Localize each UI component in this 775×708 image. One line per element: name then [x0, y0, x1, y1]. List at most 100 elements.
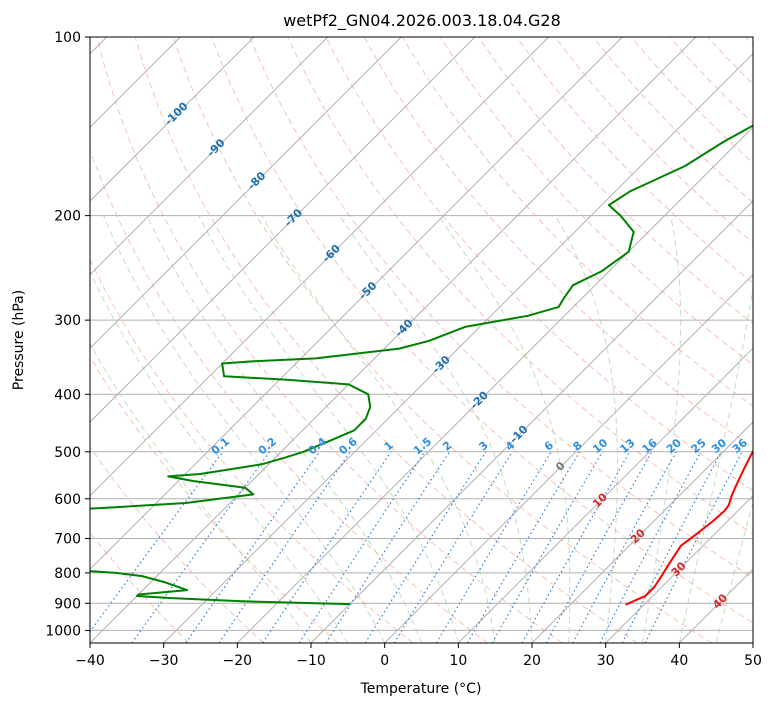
y-tick-label: 900 [54, 596, 81, 612]
dry-adiabat [669, 37, 753, 125]
mixing-ratio-label: 0.4 [306, 435, 330, 458]
dry-adiabat [554, 37, 753, 244]
isotherm-label: 40 [710, 591, 730, 611]
isotherm-line [457, 347, 753, 643]
dry-adiabat [134, 37, 638, 643]
mixing-ratio-label: 0.2 [256, 435, 279, 457]
y-tick-label: 500 [54, 445, 81, 461]
plot-frame [89, 36, 754, 644]
dry-adiabat [172, 37, 712, 643]
x-tick-label: −40 [75, 653, 105, 669]
isotherm-line [90, 37, 255, 202]
mixing-ratio-line [90, 451, 224, 633]
axes: −40 −30 −20 −10 0 10 20 30 40 50 100 200 300 400 500 60… [45, 30, 762, 669]
moist-adiabat [103, 215, 386, 643]
moist-adiabat [146, 215, 422, 643]
dry-adiabat [707, 37, 753, 85]
isotherm-line [678, 568, 753, 643]
mixing-ratio-label: 0.1 [209, 435, 232, 457]
isotherm-label: 10 [590, 490, 610, 510]
chart-title: wetPf2_GN04.2026.003.18.04.G28 [283, 11, 561, 31]
mixing-ratio-line [131, 451, 271, 643]
isotherm-line [605, 494, 753, 643]
isotherm-line [384, 273, 753, 643]
dry-adiabat [90, 258, 414, 643]
dry-adiabat [516, 37, 753, 284]
x-tick-label: 30 [597, 653, 615, 669]
x-tick-label: 0 [380, 653, 389, 669]
dry-adiabat [249, 37, 753, 579]
mixing-ratio-label: 20 [664, 436, 684, 456]
isotherm-line [310, 200, 753, 643]
mixing-ratio-line [435, 451, 552, 643]
dry-adiabat [90, 531, 190, 643]
dry-adiabat [478, 37, 753, 325]
mixing-ratio-line [466, 451, 581, 643]
mixing-ratio-line [572, 451, 677, 643]
y-tick-label: 600 [54, 492, 81, 508]
moist-adiabat [261, 215, 496, 643]
dry-adiabat [90, 445, 264, 643]
y-tick-label: 700 [54, 532, 81, 548]
isotherm-line [90, 37, 623, 571]
grid-layer [90, 37, 753, 643]
isotherm-line [90, 37, 550, 497]
dry-adiabat [439, 37, 753, 366]
mixing-ratio-line [644, 451, 743, 643]
mixing-ratio-line [262, 451, 392, 643]
x-tick-label: −10 [296, 653, 326, 669]
y-axis-title: Pressure (hPa) [11, 290, 27, 390]
moist-adiabat [90, 342, 312, 643]
dry-adiabat [325, 37, 753, 492]
y-tick-label: 100 [54, 30, 81, 46]
isotherm-line [236, 126, 753, 643]
dry-adiabat [211, 37, 753, 624]
mixing-ratio-label: 1.5 [411, 435, 434, 457]
mixing-ratio-line [393, 451, 513, 643]
mixing-ratio-line [298, 451, 426, 643]
isotherm-line [163, 52, 753, 643]
isotherm-line [90, 37, 402, 350]
x-tick-label: 40 [670, 653, 688, 669]
isotherm-line [752, 642, 753, 643]
x-tick-label: −30 [149, 653, 179, 669]
moist-adiabat [198, 215, 459, 643]
x-tick-label: 10 [449, 653, 467, 669]
isotherm-label: -20 [468, 388, 491, 411]
moist-adiabat [554, 215, 618, 643]
dry-adiabat [96, 37, 563, 643]
x-tick-label: 50 [744, 653, 762, 669]
isotherm-line [531, 421, 753, 643]
mixing-ratio-label: 25 [689, 436, 709, 456]
dewpoint-profile-line [90, 124, 753, 606]
mixing-ratio-label: 0.6 [337, 435, 361, 458]
mixing-ratio-line [521, 451, 631, 643]
moist-adiabat [339, 215, 533, 643]
moist-adiabat [642, 215, 682, 643]
mixing-ratio-label: 30 [709, 436, 729, 456]
moist-adiabat [90, 270, 349, 643]
isotherm-label: -80 [245, 169, 268, 192]
profile-curves [90, 124, 753, 606]
temperature-profile-line [625, 449, 753, 606]
dry-adiabat [287, 37, 753, 535]
y-tick-label: 400 [54, 387, 81, 403]
isotherm-line [90, 37, 329, 276]
mixing-ratio-label: 36 [730, 436, 750, 456]
moist-adiabat [678, 285, 753, 643]
y-tick-label: 1000 [45, 623, 81, 639]
mixing-ratio-label: 10 [590, 436, 610, 456]
moist-adiabat [437, 215, 571, 643]
y-tick-label: 300 [54, 313, 81, 329]
mixing-ratio-line [599, 451, 702, 643]
y-tick-label: 200 [54, 209, 81, 225]
mixing-ratio-line [364, 451, 487, 643]
y-tick-label: 800 [54, 566, 81, 582]
x-tick-label: 20 [523, 653, 541, 669]
isotherm-line [90, 37, 476, 423]
mixing-ratio-line [185, 451, 321, 643]
x-tick-label: −20 [223, 653, 253, 669]
isotherm-line [90, 37, 697, 643]
mixing-ratio-line [325, 451, 451, 643]
